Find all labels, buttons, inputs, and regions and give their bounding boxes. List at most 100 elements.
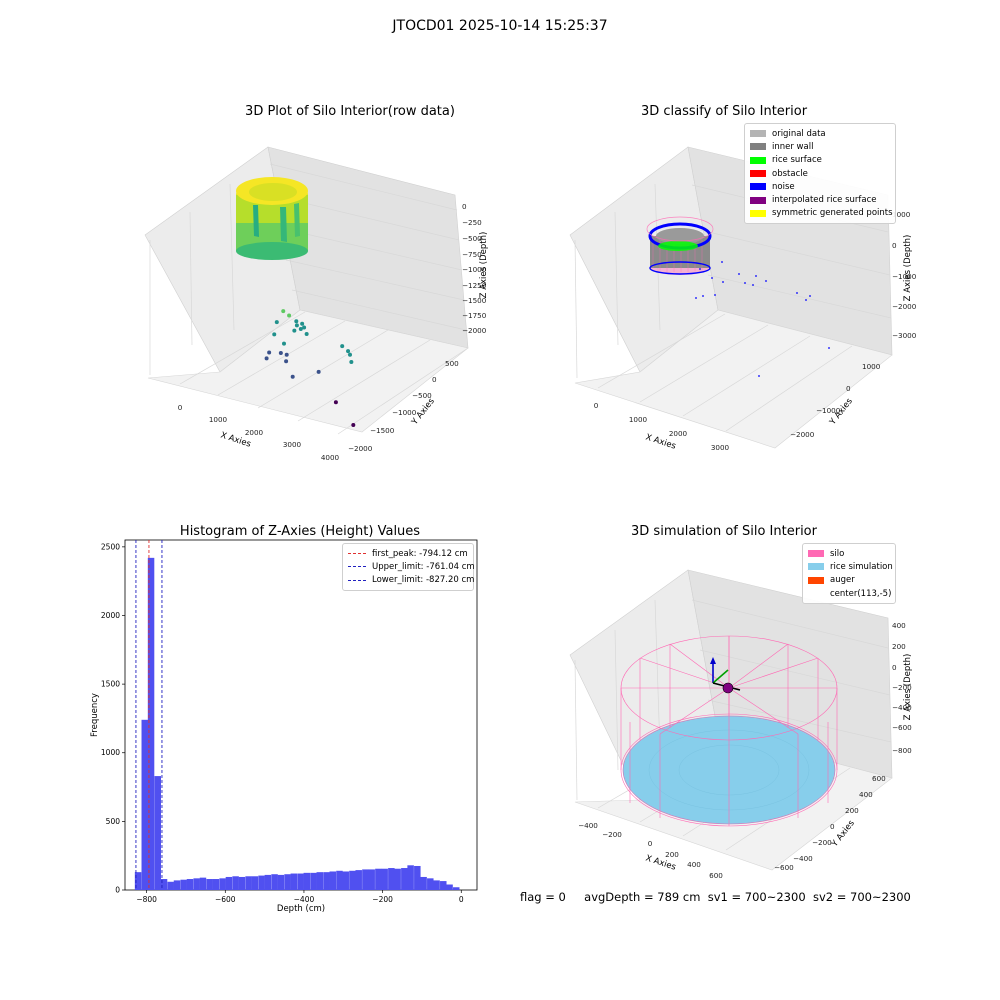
histogram-bar: [193, 878, 200, 890]
histogram-bar: [375, 868, 382, 890]
raw-z-tick: −2000: [462, 326, 487, 335]
legend-item-rice-surface: rice surface: [750, 154, 890, 167]
legend-item-interpolated: interpolated rice surface: [750, 193, 890, 206]
legend-swatch: [750, 130, 766, 138]
raw-z-tick: −750: [462, 250, 482, 259]
histogram-bar: [297, 873, 304, 890]
raw-data-point: [281, 309, 286, 314]
legend-label: auger: [830, 575, 855, 586]
histogram-bar: [154, 776, 161, 890]
histogram-bar: [225, 876, 233, 890]
legend-label: rice simulation: [830, 561, 893, 572]
raw-y-tick: −2000: [348, 444, 373, 453]
histogram-bar: [219, 878, 226, 890]
legend-item-auger: auger: [808, 574, 890, 587]
histogram-bar: [342, 871, 349, 890]
raw-x-tick: 4000: [321, 453, 340, 462]
histogram-chart: −800 −600 −400 −200 0 0 500 1000 1500 2000 2500 D…: [90, 539, 478, 914]
classify-y-tick: −1000: [816, 406, 841, 415]
legend-label: Lower_limit: -827.20 cm: [372, 575, 475, 586]
sim-y-tick: −600: [774, 863, 794, 872]
classify-z-tick: 0: [892, 241, 897, 250]
raw-y-tick: −500: [412, 391, 432, 400]
sim-z-tick: −200: [892, 683, 912, 692]
raw-z-tick: −1750: [462, 311, 487, 320]
classify-z-label: Z Axies (Depth): [903, 235, 913, 302]
histogram-bar: [349, 870, 356, 890]
legend-swatch: [750, 209, 766, 217]
histogram-bar: [303, 872, 311, 890]
histogram-bar: [186, 879, 194, 890]
raw-data-point: [300, 321, 305, 326]
sim-y-tick: 200: [845, 806, 859, 815]
classify-x-tick: 3000: [711, 443, 730, 452]
raw-data-point: [346, 349, 351, 354]
histogram-bar: [180, 879, 187, 890]
legend-item-original-data: original data: [750, 127, 890, 140]
legend-item-obstacle: obstacle: [750, 167, 890, 180]
raw-3d-points: [264, 309, 356, 427]
histogram-bar: [440, 881, 447, 890]
histogram-bars: [134, 557, 460, 890]
classify-z-tick: −3000: [892, 331, 917, 340]
sv1-text: sv1 = 700~2300: [707, 890, 806, 904]
panel2-title: 3D classify of Silo Interior: [640, 104, 808, 119]
raw-y-tick: 500: [445, 359, 459, 368]
histogram-bar: [323, 872, 330, 890]
raw-z-tick: −1250: [462, 281, 487, 290]
histogram-frame: [124, 539, 478, 891]
histogram-y-label: Frequency: [90, 693, 100, 737]
histogram-bar: [173, 880, 181, 890]
legend-item-first-peak: first_peak: -794.12 cm: [348, 547, 468, 560]
raw-y-tick: −1000: [392, 408, 417, 417]
histogram-bar: [147, 557, 155, 890]
raw-data-point: [274, 320, 279, 325]
classify-legend: original data inner wall rice surface ob…: [744, 123, 896, 225]
sim-y-tick: −200: [812, 838, 832, 847]
x-tick-label: −600: [215, 895, 236, 904]
raw-data-point: [284, 352, 289, 357]
legend-label: first_peak: -794.12 cm: [372, 548, 468, 559]
histogram-bar: [206, 879, 213, 890]
raw-y-tick: 0: [432, 375, 437, 384]
histogram-bar: [160, 879, 168, 890]
legend-swatch: [750, 196, 766, 204]
raw-x-tick: 1000: [209, 415, 228, 424]
histogram-bar: [264, 874, 272, 890]
raw-z-tick: 0: [462, 202, 467, 211]
classify-y-tick: −2000: [790, 430, 815, 439]
x-tick-label: −800: [136, 895, 157, 904]
classify-y-tick: 0: [846, 384, 851, 393]
x-tick-label: −400: [294, 895, 315, 904]
histogram-bar: [310, 872, 317, 890]
auger-marker: [710, 657, 741, 694]
classify-3d-plot: 0 1000 2000 3000 1000 0 −1000 −2000 1000…: [569, 146, 917, 452]
raw-data-point: [302, 325, 307, 330]
raw-data-point: [294, 319, 299, 324]
legend-item-rice-simulation: rice simulation: [808, 560, 893, 573]
histogram-bar: [232, 876, 239, 890]
sim-z-tick: 0: [892, 663, 897, 672]
histogram-bar: [336, 870, 343, 890]
histogram-bar: [251, 876, 259, 890]
raw-data-point: [348, 352, 352, 357]
raw-x-tick: 3000: [283, 440, 302, 449]
legend-swatch: [750, 170, 766, 178]
histogram-x-label: Depth (cm): [277, 904, 325, 914]
raw-data-point: [264, 356, 269, 361]
panel3-title: Histogram of Z-Axies (Height) Values: [179, 524, 421, 539]
legend-item-silo: silo: [808, 547, 890, 560]
histogram-bar: [329, 871, 337, 890]
histogram-bar: [420, 876, 427, 890]
raw-3d-ring: [236, 177, 308, 260]
y-tick-label: 500: [106, 817, 121, 826]
legend-label: center(113,-5): [830, 588, 892, 599]
legend-label: original data: [772, 128, 826, 139]
sv2-text: sv2 = 700~2300: [812, 890, 911, 904]
status-footer: flag = 0 avgDepth = 789 cm sv1 = 700~230…: [520, 890, 911, 904]
raw-data-point: [284, 359, 289, 364]
histogram-bar: [245, 876, 252, 890]
histogram-bar: [446, 884, 453, 890]
silo-wireframe: [620, 635, 838, 827]
histogram-bar: [414, 865, 421, 890]
